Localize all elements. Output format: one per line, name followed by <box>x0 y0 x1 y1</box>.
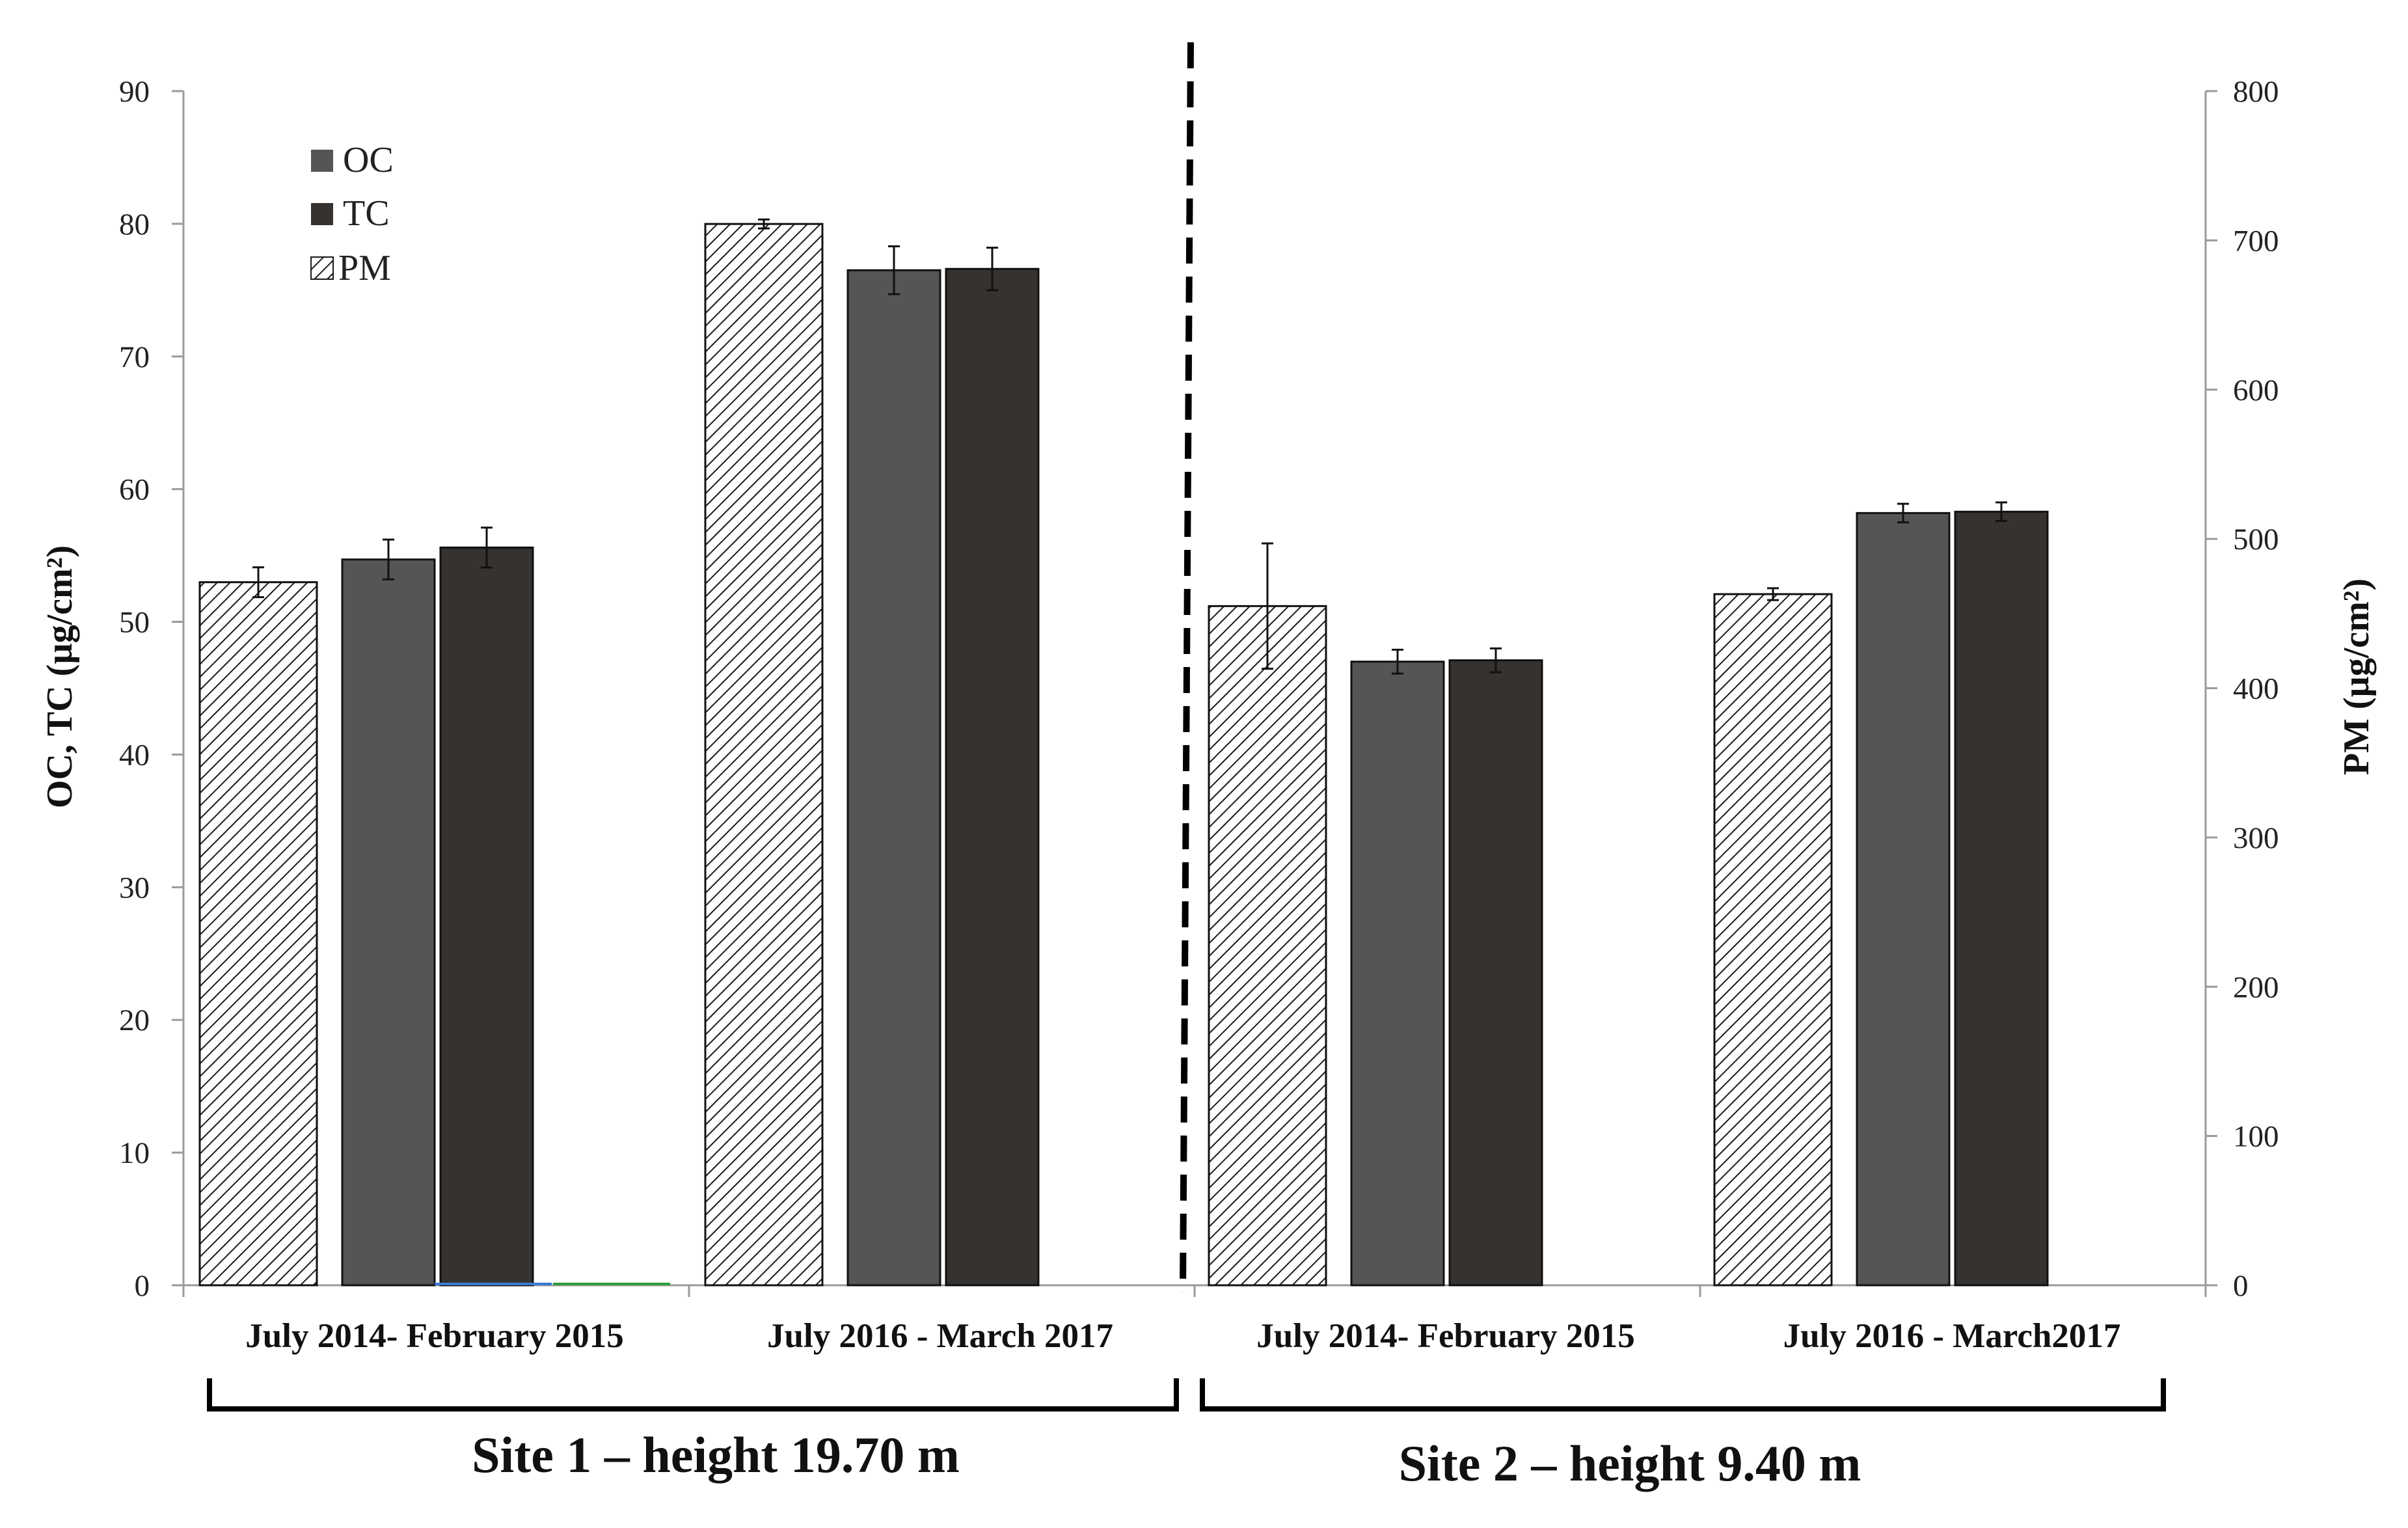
left-tick-label: 60 <box>119 473 150 507</box>
right-tick-label: 500 <box>2233 523 2279 556</box>
legend-label-tc: TC <box>343 193 390 234</box>
left-tick-label: 20 <box>119 1003 150 1037</box>
bar-oc <box>1856 512 1951 1287</box>
bar-pm <box>198 581 318 1287</box>
left-tick-label: 50 <box>119 606 150 640</box>
right-tick-label: 300 <box>2233 821 2279 855</box>
left-ticks: 0 10 20 30 40 50 60 70 80 90 <box>119 75 183 1303</box>
right-ticks: 0 100 200 300 400 500 600 700 800 <box>2206 75 2279 1303</box>
bar-tc <box>945 267 1040 1287</box>
category-label: July 2014- February 2015 <box>1256 1317 1635 1355</box>
bars <box>198 218 2049 1287</box>
bar-tc <box>439 546 534 1287</box>
site2-bracket <box>1200 1378 2166 1412</box>
left-tick-label: 80 <box>119 208 150 241</box>
right-tick-label: 700 <box>2233 224 2279 258</box>
left-tick-label: 0 <box>135 1269 150 1303</box>
site2-label: Site 2 – height 9.40 m <box>1399 1435 1861 1492</box>
right-tick-label: 400 <box>2233 672 2279 706</box>
bar-pm <box>1208 605 1327 1287</box>
legend-swatch-oc <box>311 150 333 172</box>
left-tick-label: 10 <box>119 1136 150 1170</box>
category-separators <box>182 1285 2207 1297</box>
left-tick-label: 70 <box>119 340 150 374</box>
category-label: July 2016 - March2017 <box>1783 1317 2121 1355</box>
right-tick-label: 800 <box>2233 75 2279 109</box>
legend: OC TC PM <box>310 140 394 288</box>
bar-pm <box>1713 593 1833 1287</box>
bar-pm <box>704 223 824 1287</box>
site1-bracket <box>207 1378 1179 1412</box>
legend-swatch-pm <box>310 256 334 280</box>
right-axis-title: PM (µg/cm²) <box>2336 579 2377 775</box>
legend-label-pm: PM <box>338 248 391 288</box>
left-tick-label: 40 <box>119 738 150 772</box>
right-tick-label: 0 <box>2233 1269 2249 1303</box>
category-label: July 2014- February 2015 <box>245 1317 624 1355</box>
category-label: July 2016 - March 2017 <box>767 1317 1113 1355</box>
left-tick-label: 90 <box>119 75 150 109</box>
legend-label-oc: OC <box>343 140 394 180</box>
legend-swatch-tc <box>311 203 333 225</box>
bar-tc <box>1448 659 1543 1287</box>
right-tick-label: 200 <box>2233 970 2279 1004</box>
site-separator <box>1180 42 1194 1292</box>
right-tick-label: 100 <box>2233 1120 2279 1154</box>
bar-oc <box>1350 661 1445 1287</box>
left-tick-label: 30 <box>119 871 150 905</box>
bar-oc <box>846 269 941 1287</box>
left-axis-title: OC, TC (µg/cm²) <box>40 545 80 808</box>
bar-tc <box>1954 510 2049 1287</box>
right-tick-label: 600 <box>2233 374 2279 407</box>
site1-label: Site 1 – height 19.70 m <box>472 1426 960 1483</box>
bar-oc <box>341 558 436 1287</box>
